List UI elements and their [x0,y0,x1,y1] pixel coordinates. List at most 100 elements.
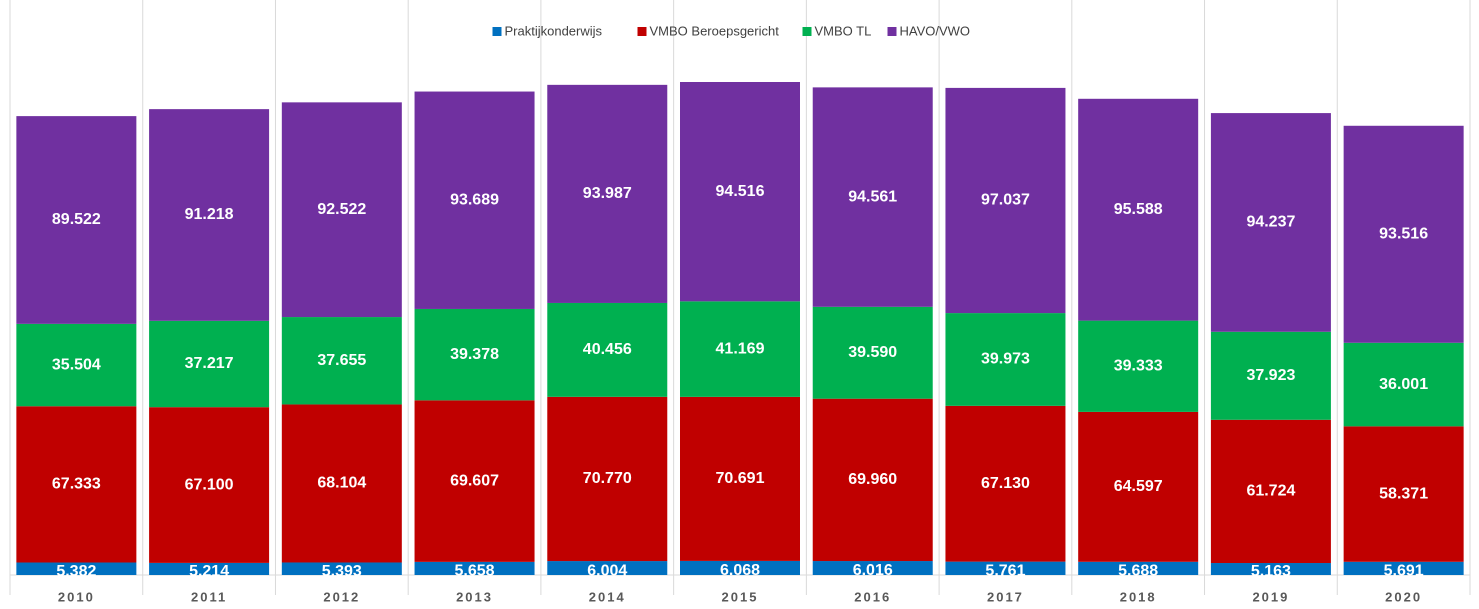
legend-label: VMBO Beroepsgericht [650,23,780,38]
bar-segment [414,400,535,562]
bar-segment [414,561,535,575]
bar-segment [1210,331,1331,420]
value-label: 37.217 [185,355,234,372]
bar-segment [1343,426,1464,562]
value-label: 5.761 [985,563,1025,580]
x-tick-label: 2013 [456,589,493,604]
value-label: 37.923 [1246,367,1295,384]
bar-segment [547,561,668,575]
value-label: 93.516 [1379,226,1428,243]
bar-segment [149,320,270,408]
legend-swatch [802,27,812,36]
bar-segment [945,313,1066,406]
value-label: 58.371 [1379,485,1428,502]
bar-segment [680,301,800,397]
bar-segment [414,308,535,401]
value-label: 39.973 [981,351,1030,368]
bar-segment [1078,320,1199,412]
value-label: 67.130 [981,475,1030,492]
value-label: 6.016 [853,562,893,579]
value-label: 37.655 [317,352,366,369]
value-label: 36.001 [1379,376,1428,393]
value-label: 35.504 [52,356,101,373]
bar-segment [1343,561,1464,575]
bar-segment [16,562,137,575]
bar-segment [680,560,800,575]
bar-segment [1210,563,1331,575]
bar-segment [945,561,1066,575]
bar-segment [945,405,1066,562]
bar-segment [149,109,270,321]
value-label: 67.100 [185,476,234,493]
bar-segment [281,404,402,563]
bar-segment [16,406,137,563]
x-tick-label: 2012 [323,589,360,604]
value-label: 95.588 [1114,201,1163,218]
value-label: 69.607 [450,472,499,489]
value-label: 93.689 [450,191,499,208]
bar-segment [414,91,535,309]
bar-segment [547,84,668,303]
bar-segment [812,87,933,307]
legend-label: HAVO/VWO [900,23,971,38]
value-label: 67.333 [52,476,101,493]
x-tick-label: 2020 [1385,589,1422,604]
bar-segment [281,102,402,318]
value-label: 6.068 [720,562,760,579]
legend-swatch [492,27,502,36]
bar-segment [1078,411,1199,562]
value-label: 5.393 [322,563,362,580]
value-label: 69.960 [848,471,897,488]
value-label: 5.214 [189,563,229,580]
value-label: 97.037 [981,192,1030,209]
x-tick-label: 2018 [1120,589,1157,604]
x-tick-label: 2017 [987,589,1024,604]
legend-label: Praktijkonderwijs [505,23,603,38]
value-label: 70.691 [716,470,765,487]
bar-segment [16,116,137,324]
bar-segment [281,562,402,575]
value-label: 41.169 [716,340,765,357]
bar-segment [812,561,933,575]
bar-segment [1343,125,1464,343]
value-label: 91.218 [185,206,234,223]
value-label: 89.522 [52,211,101,228]
value-label: 70.770 [583,470,632,487]
legend-swatch [887,27,897,36]
value-label: 39.333 [1114,357,1163,374]
bar-segment [547,396,668,562]
value-label: 5.163 [1251,563,1291,580]
bar-segment [1210,419,1331,564]
bar-segment [680,82,800,302]
x-tick-label: 2014 [589,589,626,604]
value-label: 94.561 [848,188,897,205]
value-label: 39.590 [848,344,897,361]
bar-segment [16,323,137,407]
x-tick-label: 2016 [854,589,891,604]
x-tick-label: 2015 [722,589,759,604]
value-label: 6.004 [587,562,627,579]
bar-segment [149,407,270,563]
value-label: 61.724 [1246,483,1295,500]
x-tick-label: 2019 [1252,589,1289,604]
bar-segment [1078,98,1199,321]
value-label: 5.691 [1384,563,1424,580]
x-tick-label: 2010 [58,589,95,604]
bar-segment [149,562,270,575]
bar-segment [1078,561,1199,575]
bar-segment [812,398,933,562]
value-label: 68.104 [317,475,366,492]
value-label: 94.237 [1246,214,1295,231]
bar-segment [812,306,933,399]
value-label: 94.516 [716,183,765,200]
x-tick-label: 2011 [191,589,227,604]
legend-label: VMBO TL [815,23,872,38]
bar-segment [547,302,668,397]
bar-segment [281,317,402,405]
legend-swatch [637,27,647,36]
value-label: 5.382 [56,563,96,580]
value-label: 93.987 [583,185,632,202]
bar-segment [1343,342,1464,427]
value-label: 39.378 [450,346,499,363]
